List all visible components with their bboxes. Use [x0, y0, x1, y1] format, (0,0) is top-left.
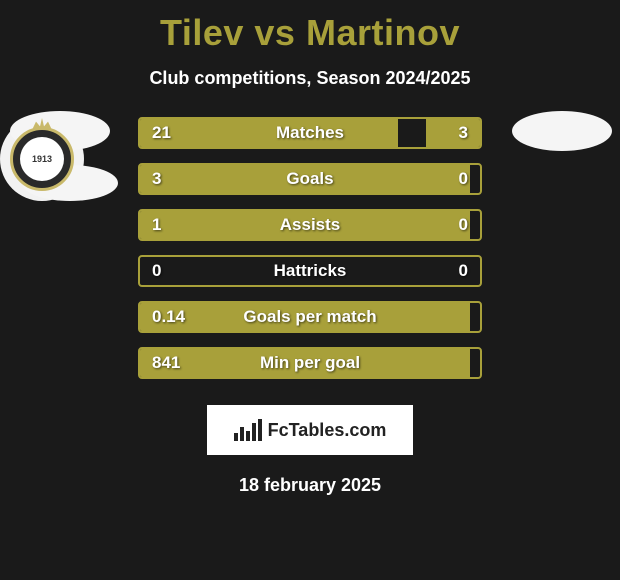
crest-icon: 1913	[10, 127, 74, 191]
brand-text: FcTables.com	[268, 420, 387, 441]
stat-bar-row: 21 3 Matches	[138, 117, 482, 149]
stat-bar-row: 0 0 Hattricks	[138, 255, 482, 287]
stat-value-left: 3	[152, 169, 161, 189]
crest-year: 1913	[32, 154, 52, 164]
stat-value-left: 841	[152, 353, 180, 373]
bar-fill-right	[426, 119, 480, 147]
comparison-body: 1913 21 3 Matches 3 0 Goals 1 0 Assists 0 0 Hattric…	[0, 117, 620, 397]
stat-bar-row: 841 Min per goal	[138, 347, 482, 379]
stat-label: Goals	[286, 169, 333, 189]
stat-label: Hattricks	[274, 261, 347, 281]
stat-bar-row: 1 0 Assists	[138, 209, 482, 241]
stat-value-right: 3	[459, 123, 468, 143]
player-right-badge-1	[512, 111, 612, 151]
stat-value-right: 0	[459, 169, 468, 189]
stat-value-left: 21	[152, 123, 171, 143]
stat-label: Matches	[276, 123, 344, 143]
stat-label: Goals per match	[243, 307, 376, 327]
subtitle: Club competitions, Season 2024/2025	[0, 68, 620, 89]
bar-chart-icon	[234, 419, 262, 441]
stat-value-right: 0	[459, 261, 468, 281]
page-title: Tilev vs Martinov	[0, 0, 620, 54]
stat-value-left: 1	[152, 215, 161, 235]
date-line: 18 february 2025	[0, 475, 620, 496]
stat-value-left: 0.14	[152, 307, 185, 327]
stat-value-left: 0	[152, 261, 161, 281]
brand-box: FcTables.com	[207, 405, 413, 455]
stat-bar-row: 0.14 Goals per match	[138, 301, 482, 333]
crest-inner: 1913	[20, 137, 64, 181]
bar-fill-left	[140, 119, 398, 147]
stat-bars: 21 3 Matches 3 0 Goals 1 0 Assists 0 0 Hattricks 0.1…	[138, 117, 482, 393]
stat-bar-row: 3 0 Goals	[138, 163, 482, 195]
stat-value-right: 0	[459, 215, 468, 235]
stat-label: Min per goal	[260, 353, 360, 373]
stat-label: Assists	[280, 215, 340, 235]
